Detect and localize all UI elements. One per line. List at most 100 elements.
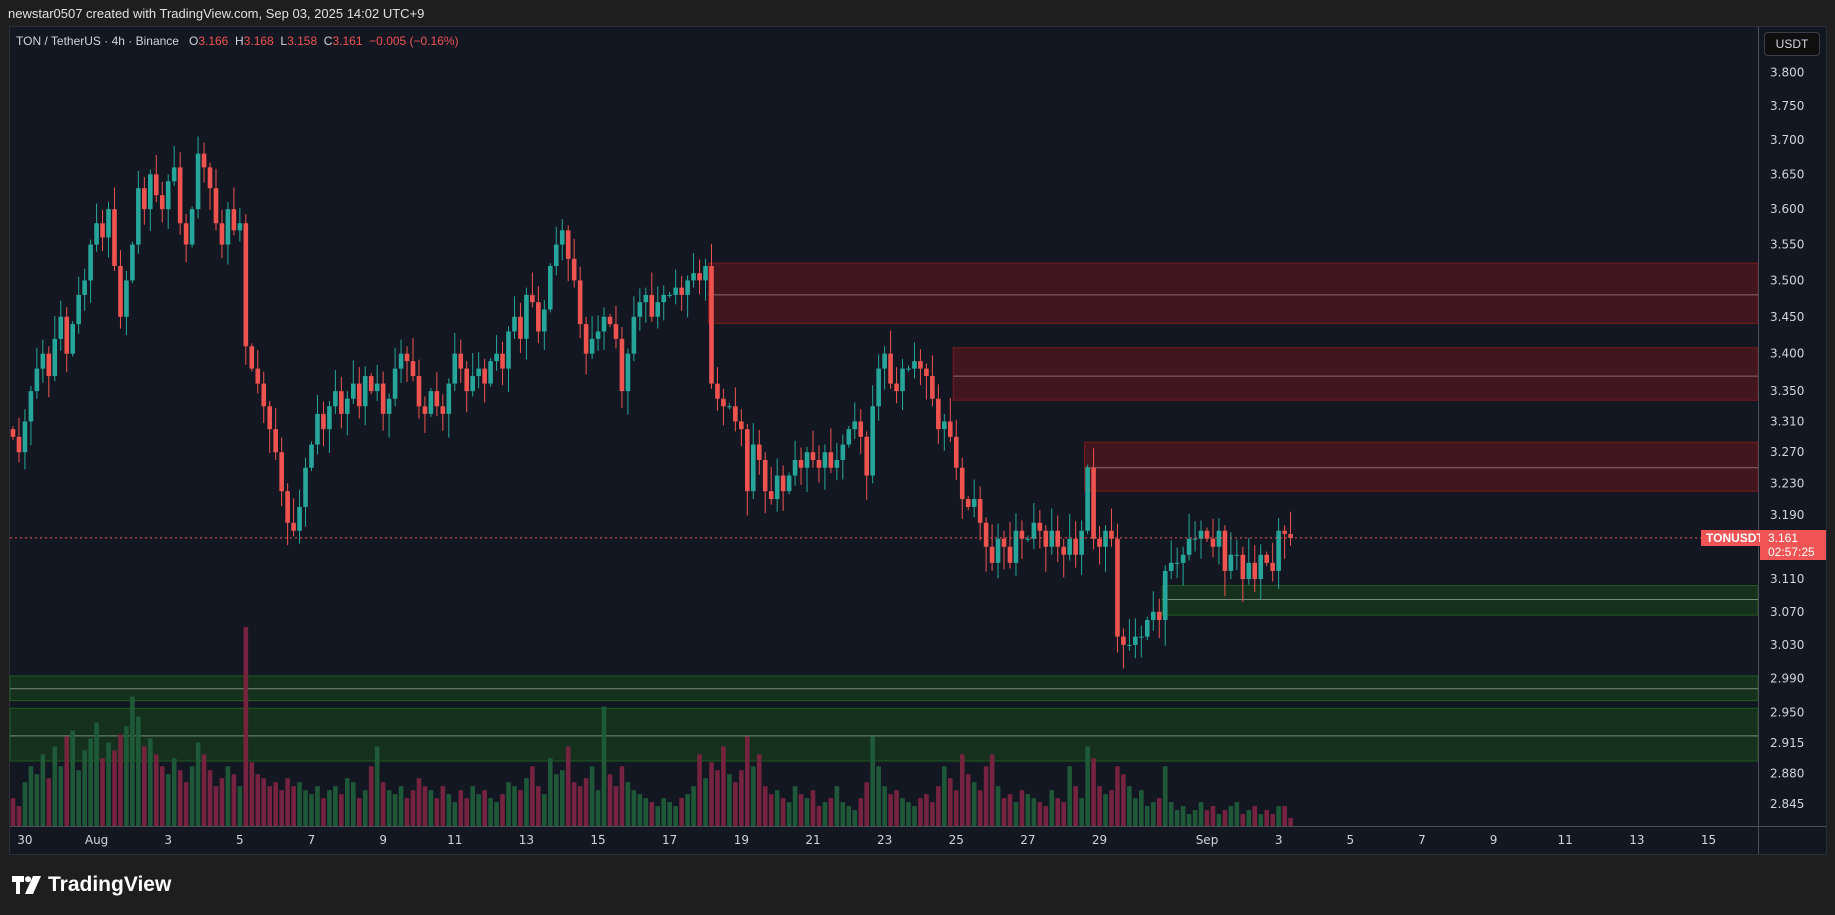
- volume-bar: [834, 786, 840, 826]
- volume-bar: [661, 798, 667, 826]
- candle-down: [213, 188, 219, 224]
- change-value: −0.005 (−0.16%): [369, 34, 459, 48]
- volume-bar: [900, 798, 905, 826]
- volume-bar: [792, 786, 798, 826]
- supply-zone: [1084, 441, 1759, 492]
- candle-up: [1174, 562, 1180, 564]
- symbol-legend: TON / TetherUS · 4h · Binance O3.166 H3.…: [16, 34, 459, 48]
- candle-up: [1216, 530, 1222, 547]
- volume-bar: [1019, 790, 1025, 826]
- volume-bar: [1145, 806, 1150, 826]
- volume-bar: [416, 778, 422, 826]
- last-price-tag: 3.161 02:57:25: [1760, 529, 1826, 560]
- volume-bar: [446, 794, 452, 826]
- candle-up: [912, 361, 917, 369]
- volume-bar: [1204, 810, 1210, 826]
- candle-up: [691, 273, 696, 281]
- volume-bar: [130, 696, 135, 826]
- volume-bar: [1043, 806, 1049, 826]
- volume-bar: [619, 766, 625, 826]
- candle-up: [1133, 636, 1138, 645]
- volume-bar: [906, 802, 911, 826]
- volume-bar: [565, 746, 571, 826]
- high-value: 3.168: [243, 34, 274, 48]
- volume-bar: [297, 782, 302, 826]
- candle-up: [1049, 530, 1055, 547]
- candle-down: [536, 302, 541, 332]
- tradingview-logo-text: TradingView: [48, 873, 172, 896]
- time-axis-label: 30: [17, 833, 32, 847]
- volume-bar: [1115, 766, 1120, 826]
- candle-down: [518, 316, 523, 339]
- volume-bar: [1049, 790, 1055, 826]
- candle-down: [583, 324, 589, 354]
- volume-bar: [768, 794, 774, 826]
- volume-bar: [882, 786, 887, 826]
- time-axis-label: 9: [1490, 833, 1498, 847]
- candle-up: [82, 280, 87, 295]
- volume-bar: [345, 778, 350, 826]
- volume-bar: [607, 774, 613, 826]
- volume-bar: [1252, 806, 1258, 826]
- currency-unit-button[interactable]: USDT: [1764, 32, 1820, 56]
- volume-bar: [118, 734, 123, 826]
- time-axis-label: 15: [590, 833, 605, 847]
- volume-bar: [148, 738, 153, 826]
- volume-bar: [1162, 766, 1168, 826]
- candle-down: [1115, 538, 1120, 637]
- candle-up: [1192, 538, 1198, 540]
- candle-up: [106, 209, 111, 238]
- candle-up: [553, 244, 559, 266]
- candle-up: [786, 475, 792, 492]
- volume-bar: [22, 782, 28, 826]
- volume-bar: [870, 736, 875, 826]
- candle-up: [595, 331, 601, 339]
- candle-up: [148, 174, 153, 210]
- candle-up: [315, 413, 320, 445]
- zones-layer: [9, 262, 1759, 762]
- volume-bar: [876, 766, 881, 826]
- candle-down: [1282, 530, 1287, 534]
- candle-down: [1288, 533, 1293, 538]
- price-axis-label: 3.550: [1770, 238, 1804, 252]
- candle-up: [882, 353, 887, 369]
- candle-down: [936, 398, 941, 430]
- volume-bar: [124, 726, 129, 826]
- tradingview-logo[interactable]: TradingView: [12, 873, 171, 897]
- candle-down: [977, 499, 983, 523]
- volume-bar: [100, 758, 105, 826]
- candle-up: [446, 383, 452, 414]
- volume-bar: [804, 798, 810, 826]
- candle-down: [279, 452, 284, 492]
- time-axis-label: 7: [308, 833, 316, 847]
- volume-bar: [362, 790, 368, 826]
- candle-up: [1258, 554, 1264, 580]
- candle-up: [1031, 522, 1037, 539]
- volume-bar: [989, 754, 995, 826]
- volume-bar: [153, 754, 159, 826]
- volume-bar: [1198, 802, 1204, 826]
- volume-bar: [1025, 794, 1031, 826]
- volume-bar: [942, 766, 947, 826]
- volume-bar: [261, 778, 267, 826]
- volume-bar: [518, 790, 523, 826]
- candle-down: [571, 258, 577, 281]
- volume-bar: [1061, 802, 1067, 826]
- candle-up: [846, 429, 852, 445]
- volume-bar: [595, 790, 601, 826]
- volume-bar: [1180, 806, 1186, 826]
- candle-down: [255, 368, 261, 384]
- volume-bar: [1276, 806, 1281, 826]
- candle-down: [1109, 530, 1114, 539]
- volume-bar: [195, 742, 201, 826]
- candle-up: [1198, 530, 1204, 539]
- candle-up: [374, 383, 380, 392]
- volume-bar: [583, 778, 589, 826]
- candle-down: [231, 209, 237, 231]
- candle-down: [1037, 522, 1043, 531]
- volume-bar: [410, 790, 416, 826]
- candle-down: [118, 265, 123, 317]
- volume-bar: [965, 774, 971, 826]
- volume-bar: [840, 802, 846, 826]
